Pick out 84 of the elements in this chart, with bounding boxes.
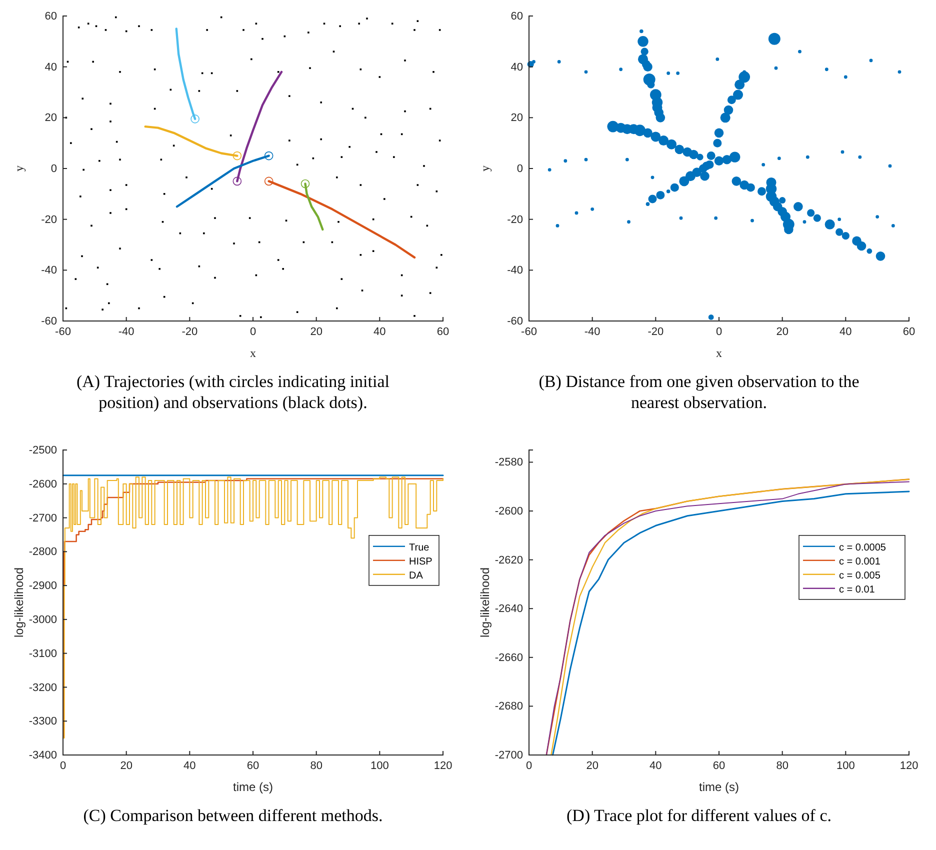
x-tick-label: 80 [776, 760, 788, 772]
y-tick-label: 20 [510, 112, 523, 124]
x-axis-title: time (s) [233, 780, 273, 794]
x-tick-label: 40 [184, 760, 196, 772]
y-tick-label: -40 [41, 264, 57, 277]
x-tick-label: 0 [526, 760, 532, 772]
y-tick-label: -2660 [494, 652, 523, 664]
x-tick-label: -20 [648, 326, 664, 338]
y-tick-label: -20 [507, 214, 523, 226]
y-tick-label: 60 [510, 10, 523, 23]
y-tick-label: 20 [44, 112, 57, 124]
legend-label: HISP [409, 556, 433, 568]
x-axis-title: x [716, 346, 722, 360]
y-tick-label: 40 [44, 61, 57, 74]
y-axis-title: y [12, 166, 26, 172]
y-tick-label: -3300 [28, 716, 57, 728]
x-tick-label: 60 [436, 326, 450, 338]
y-tick-label: -60 [41, 316, 57, 328]
y-tick-label: 0 [50, 163, 57, 176]
y-tick-label: -60 [507, 316, 523, 328]
y-tick-label: -3100 [28, 648, 57, 660]
y-tick-label: 40 [510, 61, 523, 74]
x-tick-label: 100 [370, 760, 389, 772]
legend-label: c = 0.005 [839, 570, 881, 582]
point [264, 151, 274, 160]
x-tick-label: -40 [584, 326, 600, 338]
x-tick-label: 120 [434, 760, 452, 772]
x-tick-label: 20 [310, 326, 322, 338]
y-tick-label: -2500 [28, 444, 57, 457]
point [300, 179, 310, 188]
legend-label: True [409, 542, 430, 554]
x-tick-label: 40 [374, 326, 386, 338]
y-tick-label: -2700 [494, 750, 523, 762]
x-tick-label: 60 [902, 326, 916, 338]
y-tick-label: -2900 [28, 580, 57, 592]
point [232, 176, 242, 186]
x-tick-label: 20 [586, 760, 598, 772]
legend-label: c = 0.001 [839, 556, 881, 568]
y-tick-label: -3200 [28, 682, 57, 694]
y-tick-label: -2600 [494, 506, 523, 518]
x-tick-label: 60 [712, 760, 726, 772]
y-tick-label: -2620 [494, 554, 523, 566]
x-tick-label: 0 [250, 326, 256, 338]
legend-label: c = 0.0005 [839, 542, 886, 554]
legend-label: c = 0.01 [839, 584, 876, 596]
x-axis-title: x [250, 346, 256, 360]
point [232, 151, 242, 160]
x-tick-label: -60 [521, 326, 537, 338]
text: (C) Comparison between different methods. [83, 806, 383, 825]
x-axis-title: time (s) [699, 780, 739, 794]
x-tick-label: -60 [55, 326, 71, 338]
y-axis-title: log-likelihood [12, 567, 26, 638]
y-tick-label: -2580 [494, 456, 523, 469]
x-tick-label: 40 [840, 326, 852, 338]
y-tick-label: -3400 [28, 750, 57, 762]
x-tick-label: 60 [246, 760, 260, 772]
y-tick-label: -2640 [494, 603, 523, 616]
x-tick-label: 20 [120, 760, 132, 772]
y-tick-label: -2680 [494, 700, 523, 713]
y-tick-label: -20 [41, 214, 57, 226]
x-tick-label: 0 [716, 326, 722, 338]
y-axis-title: log-likelihood [478, 567, 492, 638]
x-tick-label: -20 [182, 326, 198, 338]
y-tick-label: 60 [44, 10, 57, 23]
x-tick-label: 100 [836, 760, 855, 772]
x-tick-label: 20 [776, 326, 788, 338]
y-tick-label: 0 [516, 163, 523, 176]
x-tick-label: 0 [60, 760, 66, 772]
point [190, 114, 200, 124]
y-tick-label: -2600 [28, 478, 57, 490]
legend-label: DA [409, 570, 424, 582]
x-tick-label: 80 [310, 760, 322, 772]
y-axis-title: y [478, 166, 492, 172]
x-tick-label: -40 [118, 326, 134, 338]
text: (B) Distance from one given observation to the nearest observation. [538, 372, 860, 412]
y-tick-label: -2800 [28, 546, 57, 558]
text: (D) Trace plot for different values of c. [566, 806, 832, 825]
y-tick-label: -40 [507, 264, 523, 277]
x-tick-label: 40 [650, 760, 662, 772]
text: (A) Trajectories (with circles indicating initial position) and observations (black dots). [76, 372, 390, 412]
point [264, 176, 274, 186]
y-tick-label: -2700 [28, 512, 57, 524]
y-tick-label: -3000 [28, 614, 57, 626]
x-tick-label: 120 [900, 760, 918, 772]
